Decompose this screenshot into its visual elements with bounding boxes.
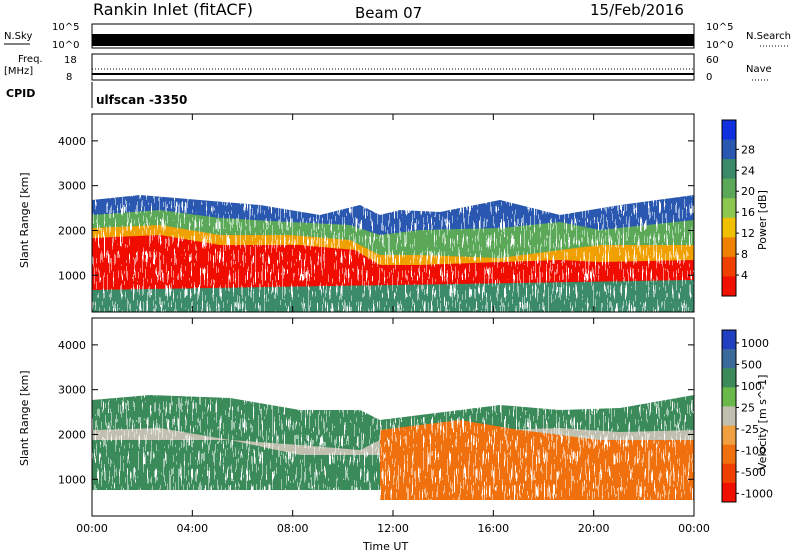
y-tick-label: 4000 [58,339,86,352]
colorbar-tick-label: 20 [741,185,755,198]
colorbar-frame [721,329,737,503]
x-tick-label: 04:00 [176,522,208,535]
colorbar-tick-label: 4 [741,269,748,282]
freq-label-line2: [MHz] [4,66,33,77]
cpid-value: ulfscan -3350 [96,93,187,107]
nsky-label: N.Sky [4,31,32,42]
freq-label-line1: Freq. [18,54,43,65]
y-tick-label: 3000 [58,384,86,397]
x-tick-label: 20:00 [578,522,610,535]
y-tick-label: 2000 [58,224,86,237]
y-tick-label: 1000 [58,269,86,282]
colorbar-tick-label: 1000 [741,337,769,350]
velocity-x-axis: 00:00 04:00 08:00 12:00 16:00 20:00 00:00 [76,318,710,535]
colorbar-tick-label: -25 [741,423,759,436]
colorbar-segment [722,276,736,297]
nsky-top-tick: 10^5 [52,22,79,33]
colorbar-segment [722,178,736,199]
colorbar-segment [722,425,736,446]
freq-top-tick: 18 [64,55,77,66]
power-y-axis: 1000 2000 3000 4000 [58,135,694,282]
power-colorbar-label: Power [dB] [756,190,769,250]
x-tick-label: 08:00 [277,522,309,535]
nsearch-label: N.Search [746,31,791,42]
colorbar-segment [722,237,736,258]
y-tick-label: 4000 [58,135,86,148]
colorbar-tick-label: 16 [741,206,755,219]
nsearch-top-tick: 10^5 [706,22,733,33]
plot-title: Rankin Inlet (fitACF) [93,0,253,19]
colorbar-segment [722,198,736,219]
colorbar-tick-label: -500 [741,466,766,479]
nave-bottom-tick: 0 [706,72,712,83]
velocity-ylabel: Slant Range [km] [18,370,31,466]
colorbar-segment [722,349,736,369]
colorbar-segment [722,482,736,503]
x-tick-label: 16:00 [477,522,509,535]
colorbar-tick-label: 24 [741,164,755,177]
freq-bottom-tick: 8 [66,72,72,83]
date-label: 15/Feb/2016 [590,1,684,19]
colorbar-segment [722,217,736,238]
velocity-data-layer [92,395,694,500]
nsky-bottom-tick: 10^0 [52,40,79,51]
velocity-colorbar-label: Velocity [m s^-1] [756,375,769,470]
colorbar-segment [722,256,736,277]
power-x-axis [91,114,695,312]
colorbar-segment [722,444,736,465]
cpid-label: CPID [6,87,35,100]
colorbar-segment [722,159,736,180]
colorbar-segment [722,463,736,484]
y-tick-label: 2000 [58,428,86,441]
y-tick-label: 1000 [58,473,86,486]
nsky-trace [92,34,694,46]
y-tick-label: 3000 [58,180,86,193]
freq-panel [91,53,695,81]
colorbar-segment [722,387,736,407]
nave-label: Nave [746,64,772,75]
colorbar-segment [722,406,736,427]
colorbar-tick-label: -1000 [741,487,773,500]
nave-top-tick: 60 [706,55,719,66]
power-data-layer [92,195,694,312]
x-tick-label: 00:00 [678,522,710,535]
power-colorbar: 4 8 12 16 20 24 28 [721,119,755,297]
colorbar-segment [722,330,736,350]
x-axis-label: Time UT [362,540,408,553]
colorbar-tick-label: 12 [741,227,755,240]
colorbar-tick-label: 100 [741,380,762,393]
colorbar-tick-label: 25 [741,401,755,414]
colorbar-tick-label: 8 [741,248,748,261]
colorbar-tick-label: 28 [741,143,755,156]
x-tick-label: 00:00 [76,522,108,535]
nsearch-bottom-tick: 10^0 [706,40,733,51]
colorbar-segment [722,120,736,141]
velocity-colorbar: 1000 500 100 25 -25 -100 -500 -1000 [721,329,773,503]
colorbar-frame [721,119,737,297]
colorbar-tick-label: 500 [741,358,762,371]
velocity-y-axis: 1000 2000 3000 4000 [58,339,694,486]
colorbar-tick-label: -100 [741,444,766,457]
beam-label: Beam 07 [355,4,422,22]
colorbar-segment [722,139,736,160]
power-ylabel: Slant Range [km] [18,172,31,268]
x-tick-label: 12:00 [377,522,409,535]
colorbar-segment [722,368,736,388]
